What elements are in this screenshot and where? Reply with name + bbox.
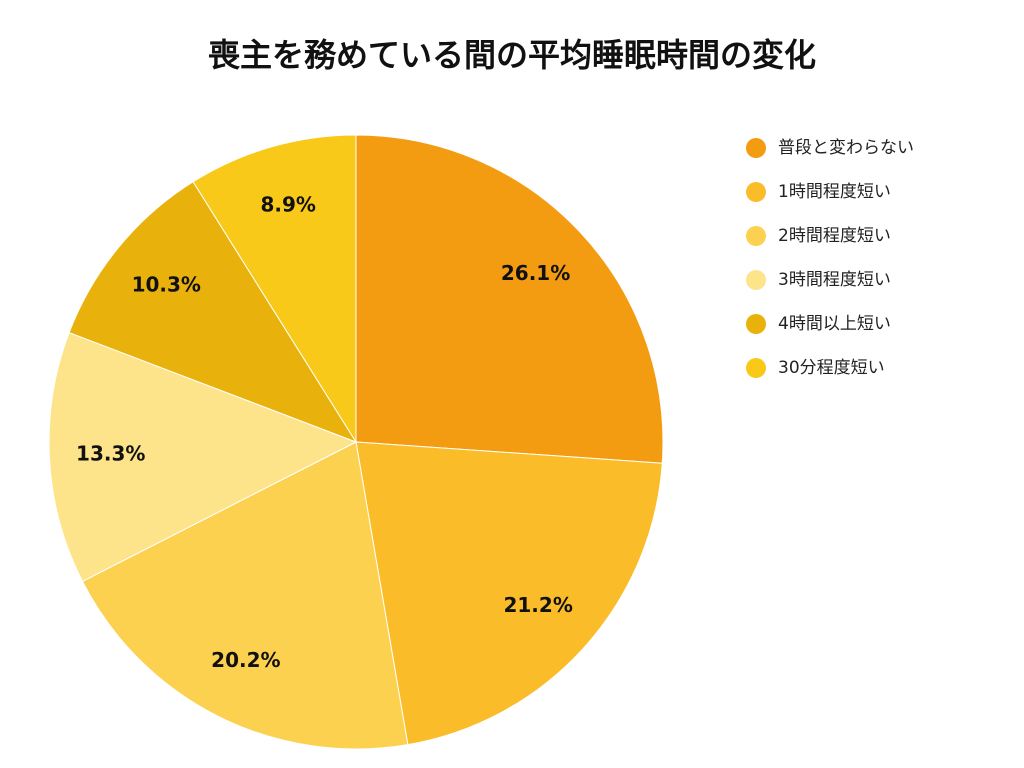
pie-slice xyxy=(68,181,358,443)
legend-marker xyxy=(746,270,766,290)
value-label: 10.3% xyxy=(132,273,201,297)
chart-title: 喪主を務めている間の平均睡眠時間の変化 xyxy=(208,36,816,74)
legend-label: 2時間程度短い xyxy=(778,226,891,246)
legend-marker xyxy=(746,182,766,202)
legend-label: 3時間程度短い xyxy=(778,270,891,290)
value-label: 26.1% xyxy=(501,261,570,285)
legend-marker xyxy=(746,314,766,334)
value-label: 21.2% xyxy=(503,593,572,617)
legend-marker xyxy=(746,358,766,378)
pie-slice xyxy=(355,441,663,746)
legend-label: 30分程度短い xyxy=(778,358,885,378)
legend-marker xyxy=(746,226,766,246)
legend-label: 4時間以上短い xyxy=(778,314,891,334)
pie-slice xyxy=(355,134,664,464)
pie-slice xyxy=(48,331,358,583)
pie-slice xyxy=(81,441,409,750)
value-label: 20.2% xyxy=(211,648,280,672)
pie-slice xyxy=(192,134,357,444)
legend-label: 普段と変わらない xyxy=(778,138,914,158)
value-label: 8.9% xyxy=(260,192,315,216)
value-label: 13.3% xyxy=(76,442,145,466)
legend-label: 1時間程度短い xyxy=(778,182,891,202)
legend-marker xyxy=(746,138,766,158)
